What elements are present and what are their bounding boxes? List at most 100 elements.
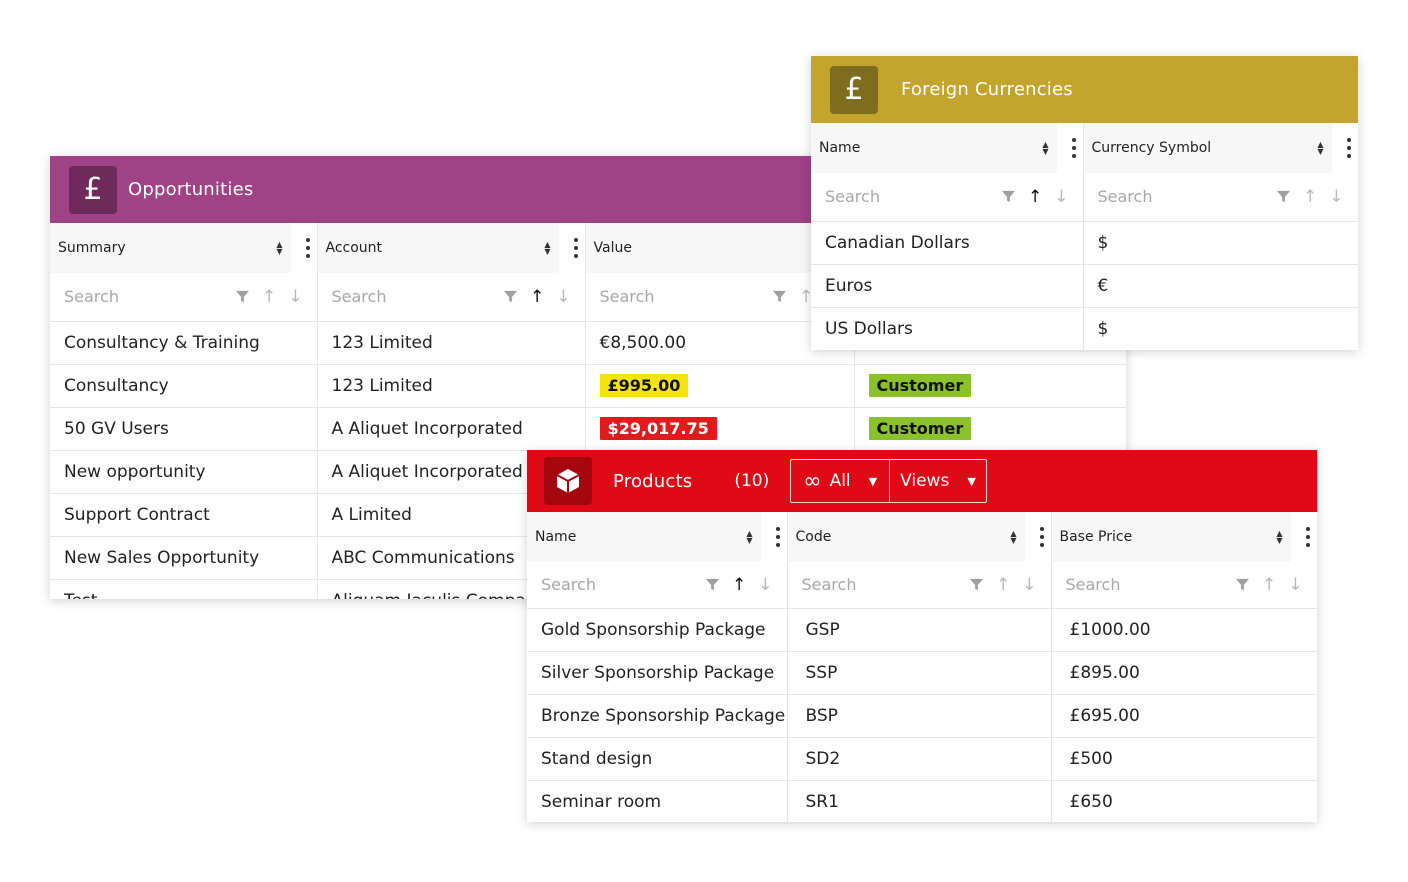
search-row: Search ↑ ↓ Search ↑ ↓: [811, 173, 1358, 222]
foreign-currencies-panel: £ Foreign Currencies Name ▲ ▼ Currency Sym…: [811, 56, 1358, 350]
column-header-base-price[interactable]: Base Price ▲ ▼: [1051, 512, 1317, 562]
sort-descending-icon[interactable]: ↓: [758, 574, 773, 595]
column-header-currency-symbol[interactable]: Currency Symbol ▲ ▼: [1083, 123, 1358, 173]
currencies-header: £ Foreign Currencies: [811, 56, 1358, 123]
opportunity-summary-link[interactable]: New opportunity: [50, 450, 318, 494]
sort-ascending-icon[interactable]: ↑: [1303, 186, 1318, 207]
column-menu-icon[interactable]: [1071, 138, 1077, 158]
column-menu-icon[interactable]: [305, 238, 311, 258]
table-row[interactable]: Euros €: [811, 264, 1358, 308]
table-row[interactable]: Canadian Dollars $: [811, 221, 1358, 265]
column-header-summary[interactable]: Summary ▲ ▼: [50, 223, 318, 273]
value-cell: £995.00: [585, 364, 855, 408]
account-link[interactable]: 123 Limited: [317, 364, 586, 408]
sort-toggle-icon[interactable]: ▲ ▼: [1010, 529, 1017, 545]
opportunity-summary-link[interactable]: Support Contract: [50, 493, 318, 537]
product-price-cell: £695.00: [1051, 694, 1317, 738]
filter-icon[interactable]: [771, 289, 787, 305]
sort-descending-icon[interactable]: ↓: [556, 286, 571, 307]
table-row[interactable]: 50 GV Users A Aliquet Incorporated $29,0…: [50, 407, 1126, 451]
account-link[interactable]: 123 Limited: [317, 321, 586, 365]
opportunity-summary-link[interactable]: New Sales Opportunity: [50, 536, 318, 580]
sort-ascending-icon[interactable]: ↑: [1262, 574, 1277, 595]
filter-icon[interactable]: [234, 289, 250, 305]
filter-icon[interactable]: [502, 289, 518, 305]
table-row[interactable]: US Dollars $: [811, 307, 1358, 350]
product-name-link[interactable]: Gold Sponsorship Package: [527, 608, 788, 652]
sort-toggle-icon[interactable]: ▲ ▼: [1317, 140, 1324, 156]
table-row[interactable]: Silver Sponsorship Package SSP £895.00: [527, 651, 1317, 695]
column-menu-icon[interactable]: [573, 238, 579, 258]
name-search-input[interactable]: Search: [541, 575, 596, 595]
column-menu-icon[interactable]: [1039, 527, 1045, 547]
sort-ascending-icon[interactable]: ↑: [530, 286, 545, 307]
infinity-icon: ∞: [803, 468, 822, 494]
product-name-link[interactable]: Stand design: [527, 737, 788, 781]
table-row[interactable]: Consultancy 123 Limited £995.00 Customer: [50, 364, 1126, 408]
opportunity-summary-link[interactable]: 50 GV Users: [50, 407, 318, 451]
product-name-link[interactable]: Seminar room: [527, 780, 788, 822]
table-row[interactable]: Stand design SD2 £500: [527, 737, 1317, 781]
symbol-search-input[interactable]: Search: [1097, 187, 1153, 207]
sort-toggle-icon[interactable]: ▲ ▼: [746, 529, 753, 545]
filter-icon[interactable]: [1275, 189, 1291, 205]
all-filter-dropdown[interactable]: ∞ All ▼: [791, 460, 891, 502]
column-header-account[interactable]: Account ▲ ▼: [317, 223, 586, 273]
product-name-link[interactable]: Silver Sponsorship Package: [527, 651, 788, 695]
currency-name-link[interactable]: Euros: [811, 264, 1084, 308]
currency-symbol-cell: $: [1083, 307, 1358, 350]
search-row: Search ↑ ↓ Search ↑ ↓ Search ↑ ↓: [527, 562, 1317, 609]
name-search-input[interactable]: Search: [825, 187, 880, 207]
sort-ascending-icon[interactable]: ↑: [732, 574, 747, 595]
sort-ascending-icon[interactable]: ↑: [1028, 186, 1043, 207]
table-row[interactable]: Gold Sponsorship Package GSP £1000.00: [527, 608, 1317, 652]
sort-descending-icon[interactable]: ↓: [1329, 186, 1344, 207]
column-header-value[interactable]: Value: [585, 223, 855, 273]
sort-descending-icon[interactable]: ↓: [1288, 574, 1303, 595]
summary-search-input[interactable]: Search: [64, 287, 119, 307]
code-search-input[interactable]: Search: [801, 575, 857, 595]
account-link[interactable]: A Aliquet Incorporated: [317, 450, 586, 494]
filter-icon[interactable]: [968, 577, 984, 593]
account-search-input[interactable]: Search: [331, 287, 387, 307]
currency-name-link[interactable]: US Dollars: [811, 307, 1084, 350]
product-code-cell: BSP: [787, 694, 1052, 738]
product-code-cell: SSP: [787, 651, 1052, 695]
column-menu-icon[interactable]: [1346, 138, 1352, 158]
sort-ascending-icon[interactable]: ↑: [996, 574, 1011, 595]
opportunity-summary-link[interactable]: Test: [50, 579, 318, 599]
sort-toggle-icon[interactable]: ▲ ▼: [544, 240, 551, 256]
column-header-name[interactable]: Name ▲ ▼: [811, 123, 1084, 173]
price-search-input[interactable]: Search: [1065, 575, 1121, 595]
sort-toggle-icon[interactable]: ▲ ▼: [276, 240, 283, 256]
sort-ascending-icon[interactable]: ↑: [262, 286, 277, 307]
filter-icon[interactable]: [1234, 577, 1250, 593]
product-name-link[interactable]: Bronze Sponsorship Package: [527, 694, 788, 738]
product-price-cell: £650: [1051, 780, 1317, 822]
column-menu-icon[interactable]: [775, 527, 781, 547]
filter-icon[interactable]: [1000, 189, 1016, 205]
currency-name-link[interactable]: Canadian Dollars: [811, 221, 1084, 265]
sort-descending-icon[interactable]: ↓: [1054, 186, 1069, 207]
sort-toggle-icon[interactable]: ▲ ▼: [1042, 140, 1049, 156]
sort-descending-icon[interactable]: ↓: [288, 286, 303, 307]
column-menu-icon[interactable]: [1305, 527, 1311, 547]
opportunity-summary-link[interactable]: Consultancy & Training: [50, 321, 318, 365]
value-search-input[interactable]: Search: [599, 287, 655, 307]
column-header-name[interactable]: Name ▲ ▼: [527, 512, 788, 562]
table-row[interactable]: Bronze Sponsorship Package BSP £695.00: [527, 694, 1317, 738]
account-link[interactable]: A Aliquet Incorporated: [317, 407, 586, 451]
table-row[interactable]: Seminar room SR1 £650: [527, 780, 1317, 822]
caret-down-icon: ▼: [967, 474, 976, 488]
sort-ascending-icon[interactable]: ↑: [799, 286, 814, 307]
column-header-code[interactable]: Code ▲ ▼: [787, 512, 1052, 562]
opportunity-summary-link[interactable]: Consultancy: [50, 364, 318, 408]
product-price-cell: £500: [1051, 737, 1317, 781]
sort-descending-icon[interactable]: ↓: [1022, 574, 1037, 595]
sort-toggle-icon[interactable]: ▲ ▼: [1276, 529, 1283, 545]
pound-icon: £: [69, 165, 117, 214]
views-dropdown[interactable]: Views ▼: [900, 471, 976, 491]
filter-icon[interactable]: [704, 577, 720, 593]
status-badge: Customer: [868, 374, 972, 397]
status-cell: Customer: [854, 407, 1126, 451]
